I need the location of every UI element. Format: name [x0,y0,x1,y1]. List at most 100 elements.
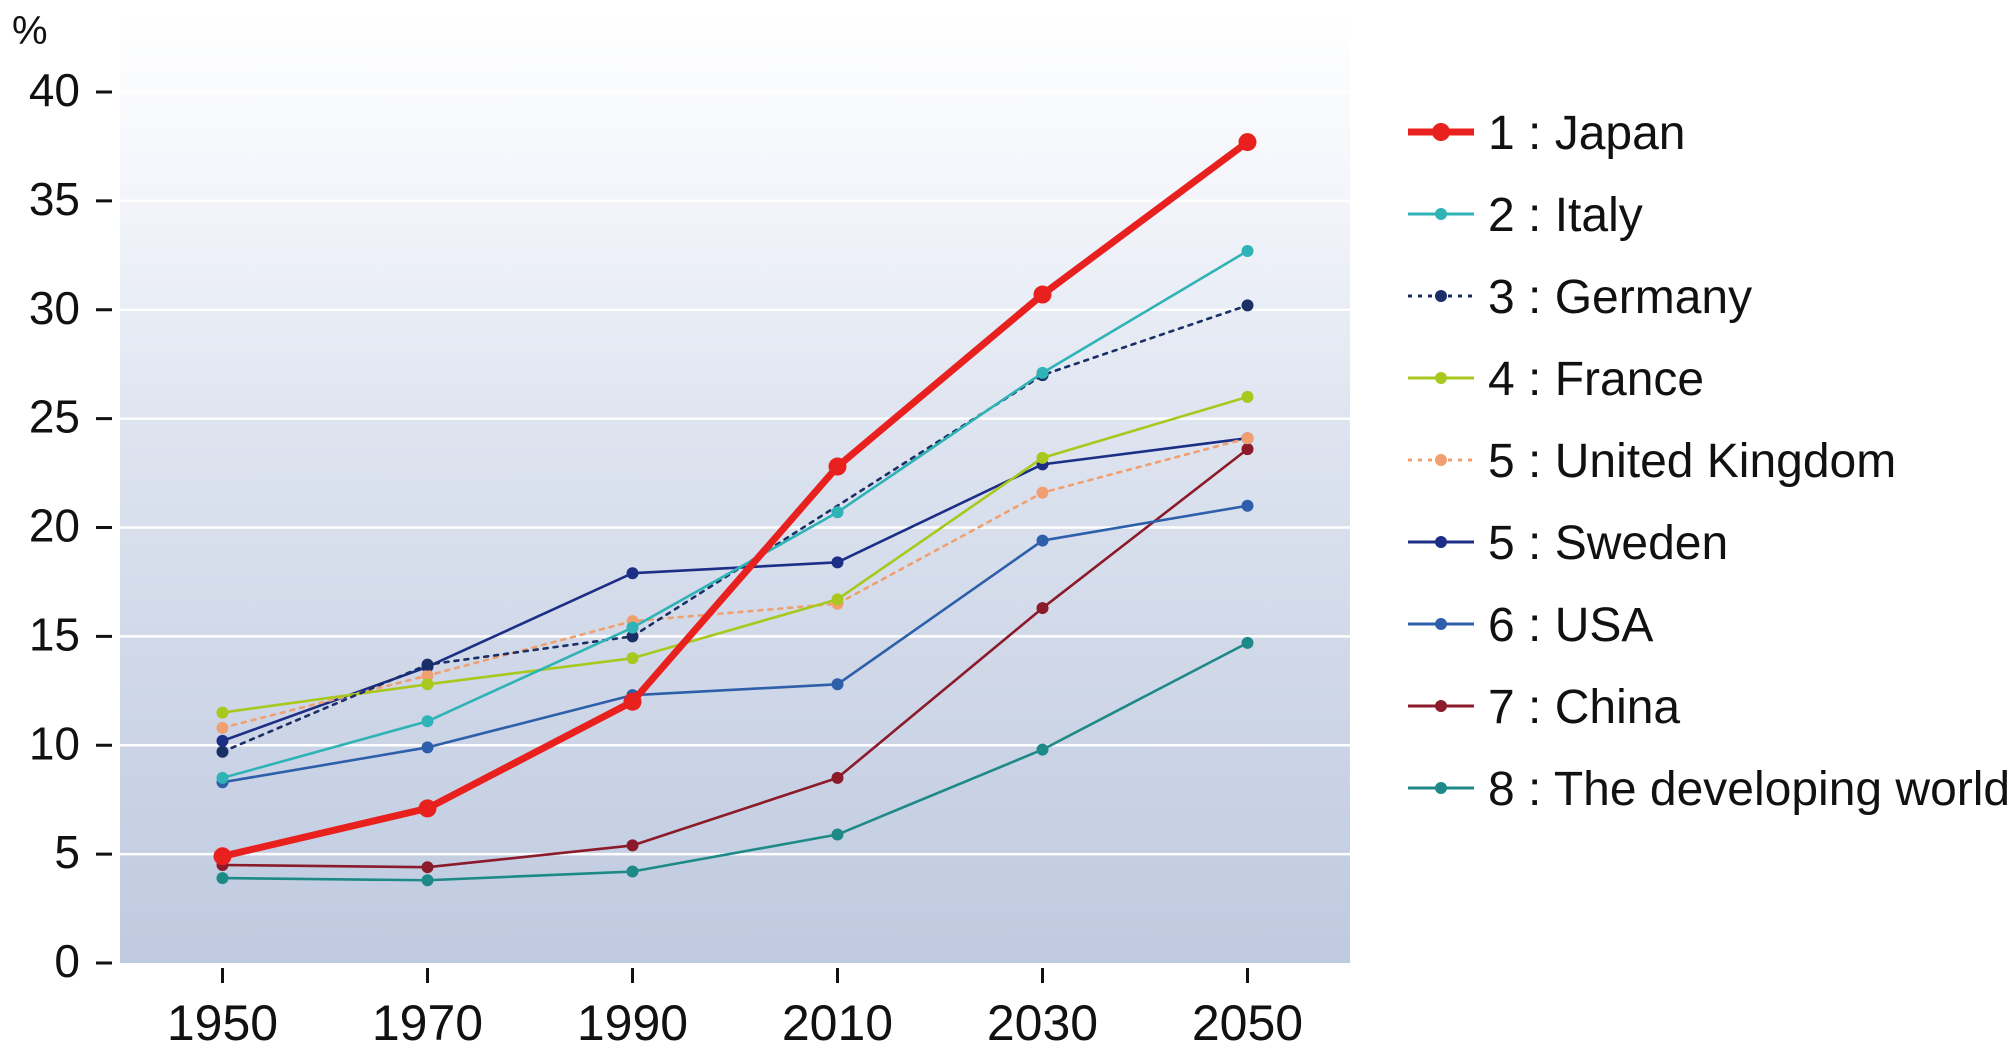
x-tick-label: 1990 [577,995,688,1048]
legend-swatch-marker [1435,372,1447,384]
data-point [1036,486,1049,499]
data-point [623,692,642,711]
data-point [421,861,434,874]
legend-swatch-marker [1435,454,1447,466]
data-point [831,593,844,606]
legend-label: 8 : The developing world [1488,763,2010,816]
data-point [421,658,434,671]
y-tick-label: 35 [29,173,80,225]
data-point [626,839,639,852]
data-point [831,506,844,519]
data-point [626,630,639,643]
legend-label: 7 : China [1488,681,1680,734]
data-point [216,745,229,758]
series-line [219,138,1251,860]
data-point [1036,534,1049,547]
data-point [831,556,844,569]
y-axis-unit-label: % [12,9,48,53]
legend-item-2: 2 : Italy [1408,189,1643,242]
data-point [831,771,844,784]
data-point [216,872,229,885]
legend-item-1: 1 : Japan [1408,107,1685,160]
legend: 1 : Japan 2 : Italy 3 : Germany 4 : France 5… [1408,107,2010,816]
legend-label: 6 : USA [1488,599,1653,652]
data-point [1241,432,1254,445]
legend-item-5: 5 : United Kingdom [1408,435,1896,488]
data-point [421,715,434,728]
legend-item-8: 7 : China [1408,681,1680,734]
series-line [221,447,1249,869]
data-point [831,828,844,841]
data-point [1241,299,1254,312]
series-4 [216,390,1254,719]
x-tick-label: 2030 [987,995,1098,1048]
legend-label: 2 : Italy [1488,189,1643,242]
data-point [828,457,847,476]
legend-label: 1 : Japan [1488,107,1685,160]
data-point [421,874,434,887]
data-point [418,799,437,818]
series-lines [213,133,1257,887]
data-point [1241,443,1254,456]
data-point [213,847,232,866]
data-point [626,621,639,634]
legend-swatch-marker [1435,290,1447,302]
y-tick-label: 20 [29,500,80,552]
x-tick-label: 1950 [167,995,278,1048]
data-point [1238,133,1257,152]
data-point [626,652,639,665]
series-9 [216,636,1254,887]
data-point [1241,390,1254,403]
series-1 [213,133,1257,866]
data-point [216,771,229,784]
legend-item-9: 8 : The developing world [1408,763,2010,816]
data-point [421,741,434,754]
data-point [1241,499,1254,512]
x-tick-label: 1970 [372,995,483,1048]
legend-item-3: 3 : Germany [1408,271,1752,324]
data-point [1036,743,1049,756]
series-line [221,249,1249,780]
y-tick-label: 25 [29,391,80,443]
data-point [626,567,639,580]
series-2 [216,244,1254,784]
legend-swatch-marker [1435,782,1447,794]
series-line [221,436,1249,743]
data-point [216,734,229,747]
y-tick-label: 30 [29,282,80,334]
legend-swatch-marker [1435,700,1447,712]
plot-background [120,10,1350,963]
gridlines [120,90,1350,856]
legend-label: 5 : Sweden [1488,517,1728,570]
y-tick-label: 40 [29,64,80,116]
y-tick-label: 15 [29,608,80,660]
series-line [221,395,1249,714]
legend-swatch-marker [1432,123,1450,141]
legend-item-4: 4 : France [1408,353,1704,406]
x-tick-label: 2050 [1192,995,1303,1048]
legend-swatch-marker [1435,208,1447,220]
legend-item-7: 6 : USA [1408,599,1653,652]
series-8 [216,443,1254,874]
data-point [421,678,434,691]
data-point [1036,366,1049,379]
legend-label: 5 : United Kingdom [1488,435,1896,488]
legend-swatch-marker [1435,618,1447,630]
y-tick-label: 10 [29,717,80,769]
data-point [1036,602,1049,615]
data-point [1033,285,1052,304]
series-line [221,641,1249,882]
legend-label: 4 : France [1488,353,1704,406]
series-line [221,504,1249,784]
data-point [831,678,844,691]
x-axis: 1950 1970 1990 2010 2030 2050 [167,968,1303,1048]
x-tick-label: 2010 [782,995,893,1048]
data-point [421,669,434,682]
data-point [216,721,229,734]
data-point [216,706,229,719]
data-point [1036,451,1049,464]
data-point [626,865,639,878]
y-tick-label: 0 [54,935,80,987]
legend-swatch-marker [1435,536,1447,548]
